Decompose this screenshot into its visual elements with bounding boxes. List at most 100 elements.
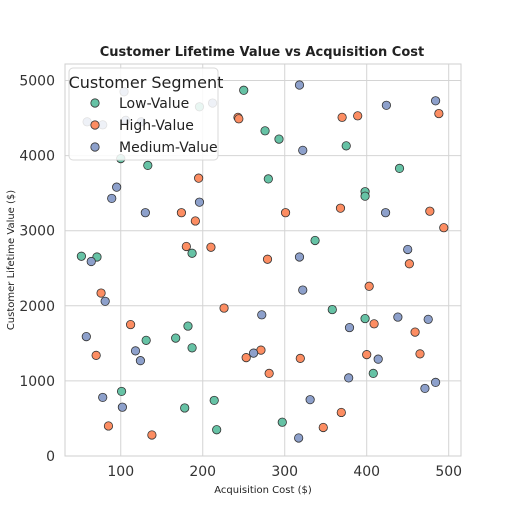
legend-marker bbox=[90, 120, 100, 130]
y-tick-label: 1000 bbox=[19, 374, 55, 390]
data-point bbox=[248, 348, 259, 358]
data-point bbox=[294, 252, 305, 262]
legend-marker bbox=[90, 98, 100, 108]
data-point bbox=[310, 235, 320, 246]
x-tick-label: 100 bbox=[107, 464, 134, 480]
y-tick-label: 5000 bbox=[19, 74, 55, 90]
data-point bbox=[209, 395, 219, 406]
data-point bbox=[140, 208, 150, 218]
data-point bbox=[147, 430, 157, 440]
data-point bbox=[415, 349, 425, 359]
data-point bbox=[206, 242, 216, 252]
legend-entries: Low-Value High-Value Medium-Value bbox=[90, 96, 218, 156]
data-point bbox=[337, 112, 347, 122]
data-point bbox=[277, 417, 287, 427]
y-tick-label: 4000 bbox=[19, 149, 55, 165]
data-point bbox=[364, 281, 374, 291]
data-point bbox=[420, 383, 430, 394]
data-point bbox=[212, 425, 222, 435]
data-point bbox=[262, 254, 273, 264]
y-tick-label: 2000 bbox=[19, 299, 55, 315]
data-point bbox=[373, 354, 383, 364]
data-point bbox=[183, 321, 193, 331]
data-point bbox=[190, 216, 200, 226]
data-point bbox=[98, 392, 108, 403]
data-point bbox=[194, 173, 204, 183]
data-point bbox=[260, 126, 270, 136]
data-point bbox=[362, 350, 372, 360]
data-point bbox=[264, 368, 274, 378]
data-point bbox=[274, 134, 284, 144]
x-tick-label: 300 bbox=[271, 464, 298, 480]
x-tick-label: 400 bbox=[353, 464, 380, 480]
data-point bbox=[360, 313, 370, 324]
data-point bbox=[112, 182, 122, 192]
data-point bbox=[219, 303, 229, 313]
data-point bbox=[403, 244, 413, 255]
data-point bbox=[430, 96, 441, 106]
data-point bbox=[141, 335, 151, 345]
data-point bbox=[76, 251, 86, 261]
data-point bbox=[96, 288, 106, 298]
data-point bbox=[305, 395, 315, 405]
data-point bbox=[171, 333, 181, 343]
plot-frame bbox=[64, 63, 462, 457]
data-point bbox=[187, 343, 197, 353]
chart-title: Customer Lifetime Value vs Acquisition C… bbox=[100, 45, 424, 60]
data-point bbox=[295, 353, 305, 363]
data-point bbox=[439, 223, 449, 233]
data-point bbox=[294, 433, 304, 443]
data-point bbox=[234, 114, 244, 124]
x-axis-label: Acquisition Cost ($) bbox=[214, 485, 312, 496]
data-point bbox=[369, 319, 379, 329]
series-1 bbox=[91, 108, 449, 440]
data-point bbox=[81, 331, 91, 342]
y-tick-label: 0 bbox=[46, 449, 55, 465]
data-point bbox=[410, 327, 420, 337]
data-point bbox=[318, 422, 328, 433]
data-point bbox=[327, 304, 337, 315]
data-point bbox=[294, 80, 305, 90]
data-point bbox=[181, 241, 191, 252]
data-point bbox=[280, 208, 291, 218]
data-point bbox=[257, 310, 267, 320]
legend-label: Low-Value bbox=[119, 96, 189, 112]
data-point bbox=[187, 248, 197, 258]
legend-title: Customer Segment bbox=[69, 73, 224, 92]
data-point bbox=[135, 356, 146, 366]
data-point bbox=[344, 373, 354, 383]
data-point bbox=[194, 197, 205, 207]
data-point bbox=[130, 346, 141, 356]
y-tick-label: 3000 bbox=[19, 224, 55, 240]
data-point bbox=[107, 193, 117, 204]
grid-lines bbox=[65, 64, 461, 457]
data-point bbox=[103, 421, 114, 431]
data-point bbox=[86, 256, 96, 267]
data-point bbox=[380, 208, 391, 218]
legend-box bbox=[68, 67, 219, 161]
data-point bbox=[335, 203, 346, 213]
data-point bbox=[298, 285, 308, 295]
legend-marker bbox=[90, 142, 100, 152]
data-point bbox=[381, 100, 391, 110]
data-point bbox=[341, 141, 351, 151]
data-point bbox=[241, 353, 251, 363]
data-point bbox=[423, 314, 433, 324]
data-point bbox=[239, 85, 249, 95]
data-point bbox=[180, 403, 190, 413]
data-point bbox=[353, 111, 363, 121]
y-axis-label: Customer Lifetime Value ($) bbox=[6, 190, 17, 330]
legend-label: High-Value bbox=[119, 118, 194, 134]
data-point bbox=[368, 368, 378, 378]
legend: Customer Segment Low-Value High-Value Medi… bbox=[68, 67, 224, 161]
data-point bbox=[430, 377, 441, 388]
data-point bbox=[143, 160, 153, 170]
data-point bbox=[425, 206, 435, 216]
data-point bbox=[434, 108, 444, 119]
data-point bbox=[91, 350, 101, 360]
data-point bbox=[404, 259, 414, 269]
data-point bbox=[116, 386, 127, 397]
